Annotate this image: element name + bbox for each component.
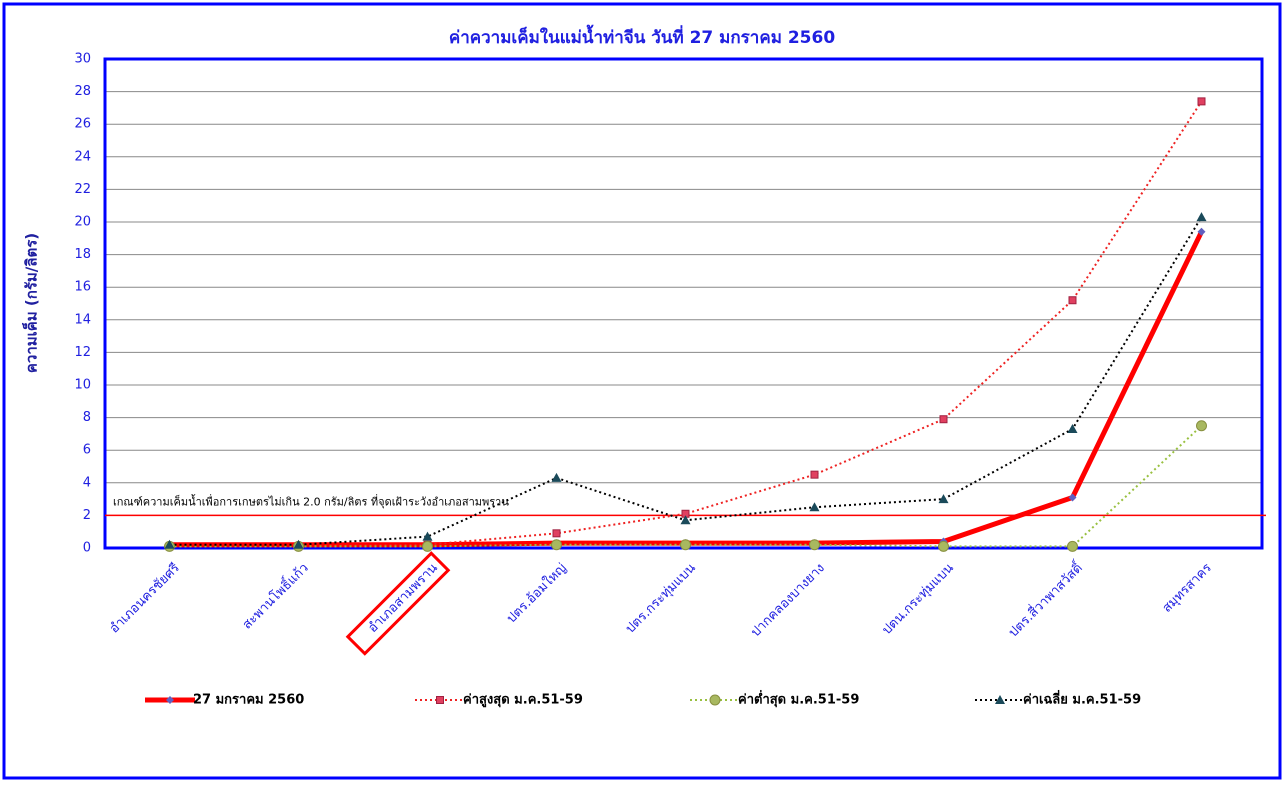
y-tick-label: 28 xyxy=(74,84,91,99)
marker xyxy=(809,539,820,551)
marker xyxy=(1068,493,1077,502)
threshold-label: เกณฑ์ความเค็มน้ำเพื่อการเกษตรไม่เกิน 2.0… xyxy=(113,493,509,508)
legend-label: ค่าต่ำสุด ม.ค.51-59 xyxy=(738,690,859,708)
y-tick-label: 26 xyxy=(74,117,91,132)
marker xyxy=(680,515,691,525)
y-tick-label: 22 xyxy=(74,182,91,197)
y-tick-label: 24 xyxy=(74,149,91,164)
y-tick-label: 30 xyxy=(74,52,91,67)
marker xyxy=(809,502,820,512)
y-axis-label: ความเค็ม (กรัม/ลิตร) xyxy=(22,233,41,373)
legend-marker xyxy=(995,695,1005,704)
marker xyxy=(552,529,561,538)
legend-label: ค่าสูงสุด ม.ค.51-59 xyxy=(463,693,583,708)
marker xyxy=(938,494,949,504)
y-tick-label: 6 xyxy=(83,443,91,458)
y-tick-label: 16 xyxy=(74,280,91,295)
legend-label: 27 มกราคม 2560 xyxy=(193,693,304,708)
marker xyxy=(1197,227,1206,236)
y-tick-label: 2 xyxy=(83,508,91,523)
y-tick-label: 18 xyxy=(74,247,91,262)
marker xyxy=(1196,420,1207,432)
y-tick-label: 20 xyxy=(74,215,91,230)
marker xyxy=(164,539,175,549)
marker xyxy=(293,539,304,549)
y-tick-label: 0 xyxy=(83,541,91,556)
marker xyxy=(938,540,949,552)
marker xyxy=(1067,540,1078,552)
y-tick-label: 4 xyxy=(83,475,91,490)
marker xyxy=(939,415,948,424)
legend-marker xyxy=(709,694,721,706)
y-tick-label: 12 xyxy=(74,345,91,360)
series-line xyxy=(169,100,1203,548)
marker xyxy=(422,531,433,541)
marker xyxy=(1068,296,1077,305)
marker xyxy=(1197,97,1206,106)
chart-title: ค่าความเค็มในแม่น้ำท่าจีน วันที่ 27 มกรา… xyxy=(449,24,836,48)
legend-label: ค่าเฉลี่ย ม.ค.51-59 xyxy=(1023,690,1141,708)
marker xyxy=(1067,424,1078,434)
marker xyxy=(1196,212,1207,222)
marker xyxy=(422,540,433,552)
marker xyxy=(551,472,562,482)
y-tick-label: 8 xyxy=(83,410,91,425)
highlight-box xyxy=(345,551,451,656)
marker xyxy=(551,539,562,551)
marker xyxy=(680,539,691,551)
y-tick-label: 14 xyxy=(74,312,91,327)
marker xyxy=(810,470,819,479)
legend-marker xyxy=(166,696,174,704)
legend-marker xyxy=(436,696,444,704)
y-tick-label: 10 xyxy=(74,378,91,393)
